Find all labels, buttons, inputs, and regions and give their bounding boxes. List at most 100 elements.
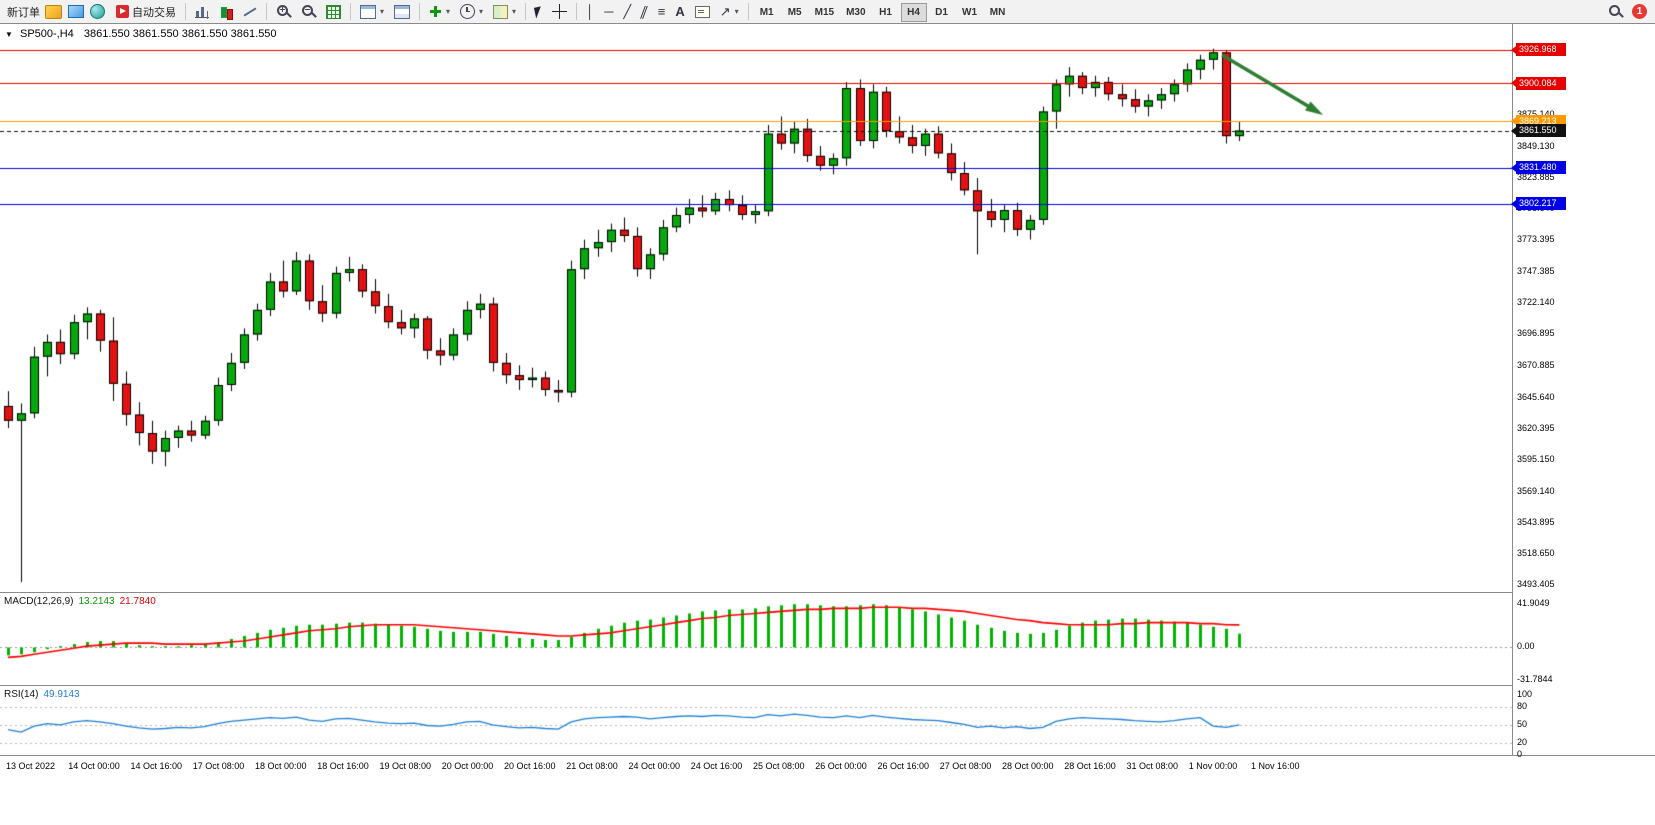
- crosshair-button[interactable]: [547, 1, 572, 22]
- timeframe-button-h1[interactable]: H1: [873, 3, 899, 22]
- cursor-icon: [533, 6, 544, 19]
- zoom-in-button[interactable]: [271, 1, 296, 22]
- separator: [350, 3, 351, 20]
- text-label-button[interactable]: [690, 1, 715, 22]
- time-axis-label: 21 Oct 08:00: [566, 761, 618, 771]
- time-axis-label: 24 Oct 16:00: [690, 761, 743, 771]
- new-chart-button[interactable]: ▾: [355, 1, 389, 22]
- toolbar: 新订单 自动交易 ▾ ▾: [0, 0, 1655, 24]
- zoom-out-button[interactable]: [296, 1, 321, 22]
- rsi-name: RSI(14): [4, 689, 39, 700]
- search-icon[interactable]: [1608, 4, 1624, 20]
- chart-profile-button[interactable]: [389, 1, 415, 22]
- time-axis-label: 31 Oct 08:00: [1126, 761, 1179, 771]
- add-indicator-button[interactable]: ▾: [424, 1, 455, 22]
- fibonacci-button[interactable]: ≡: [653, 1, 671, 22]
- trendline-button[interactable]: ╱: [618, 1, 636, 22]
- market-watch-icon[interactable]: [45, 4, 62, 19]
- separator: [747, 3, 749, 20]
- time-axis-label: 24 Oct 00:00: [628, 761, 681, 771]
- timeframe-button-m5[interactable]: M5: [782, 3, 808, 22]
- zoom-out-icon: [301, 4, 316, 19]
- badge-notch-icon: [1511, 163, 1516, 172]
- price-scale-label: 3875.140: [1517, 109, 1555, 119]
- template-button[interactable]: ▾: [488, 1, 521, 22]
- tile-windows-button[interactable]: [321, 1, 346, 22]
- template-icon: [493, 4, 509, 19]
- time-axis-label: 1 Nov 00:00: [1188, 761, 1238, 771]
- rsi-label: RSI(14) 49.9143: [4, 689, 80, 700]
- macd-main-value: 13.2143: [78, 596, 115, 607]
- price-scale-label: 3670.885: [1517, 360, 1555, 371]
- badge-notch-icon: [1511, 79, 1516, 88]
- chart-window: ▼ SP500-,H4 3861.550 3861.550 3861.550 3…: [0, 23, 1655, 825]
- time-axis-label: 13 Oct 2022: [6, 761, 56, 771]
- time-axis-label: 14 Oct 16:00: [130, 761, 183, 771]
- channel-button[interactable]: ∥: [636, 1, 653, 22]
- price-scale-label: 3696.895: [1517, 328, 1555, 339]
- rsi-scale-label: 80: [1517, 700, 1528, 711]
- price-chart-canvas[interactable]: [0, 24, 1512, 592]
- one-click-trading-expander[interactable]: ▼: [5, 30, 13, 39]
- autotrading-label: 自动交易: [132, 6, 176, 19]
- chevron-down-icon: ▾: [734, 7, 739, 16]
- community-globe-icon[interactable]: [90, 4, 105, 19]
- price-scale[interactable]: 3875.1403849.1303823.8853798.6403773.395…: [1511, 24, 1655, 759]
- macd-label: MACD(12,26,9) 13.2143 21.7840: [4, 596, 156, 607]
- line-chart-button[interactable]: [238, 1, 262, 22]
- bar-chart-button[interactable]: [190, 1, 214, 22]
- candlestick-chart-button[interactable]: [214, 1, 238, 22]
- timeframe-button-m30[interactable]: M30: [841, 3, 870, 22]
- rsi-value: 49.9143: [43, 689, 80, 700]
- price-scale-label: 3722.140: [1517, 297, 1555, 308]
- shapes-button[interactable]: ↗ ▾: [715, 1, 744, 22]
- macd-scale-label: -31.7844: [1517, 673, 1553, 684]
- macd-canvas[interactable]: [0, 593, 1512, 685]
- new-order-label: 新订单: [7, 6, 40, 19]
- macd-scale-label: 0.00: [1517, 641, 1535, 652]
- macd-pane[interactable]: MACD(12,26,9) 13.2143 21.7840: [0, 592, 1512, 685]
- timeframe-button-m15[interactable]: M15: [810, 3, 839, 22]
- time-axis[interactable]: 13 Oct 2022 14 Oct 00:00 14 Oct 16:00 17 Oc…: [0, 755, 1655, 825]
- data-window-icon[interactable]: [68, 5, 84, 18]
- price-scale-label: 3823.885: [1517, 171, 1555, 182]
- vertical-line-button[interactable]: │: [581, 1, 599, 22]
- price-scale-label: 3595.150: [1517, 453, 1555, 464]
- horizontal-line-button[interactable]: ─: [599, 1, 618, 22]
- channel-icon: ∥: [638, 4, 651, 19]
- timeframe-button-d1[interactable]: D1: [929, 3, 955, 22]
- timeframe-button-m1[interactable]: M1: [754, 3, 780, 22]
- rsi-canvas[interactable]: [0, 686, 1512, 756]
- clock-icon: [460, 4, 476, 19]
- period-selector-button[interactable]: ▾: [455, 1, 488, 22]
- separator: [266, 3, 267, 20]
- price-scale-label: 3518.650: [1517, 548, 1555, 558]
- trendline-icon: ╱: [623, 4, 632, 19]
- separator: [185, 3, 186, 20]
- time-axis-label: 25 Oct 08:00: [753, 761, 805, 771]
- timeframe-button-w1[interactable]: W1: [957, 3, 983, 22]
- time-axis-label: 18 Oct 16:00: [317, 761, 369, 771]
- new-order-button[interactable]: 新订单: [2, 1, 45, 22]
- price-scale-label: 3645.640: [1517, 391, 1555, 402]
- badge-notch-icon: [1511, 199, 1516, 208]
- time-axis-label: 28 Oct 16:00: [1064, 761, 1116, 771]
- price-scale-label: 3493.405: [1517, 579, 1555, 590]
- vertical-line-icon: │: [586, 4, 595, 19]
- text-tool-button[interactable]: A: [670, 1, 689, 22]
- timeframe-button-mn[interactable]: MN: [985, 3, 1011, 22]
- price-chart-pane[interactable]: ▼ SP500-,H4 3861.550 3861.550 3861.550 3…: [0, 24, 1512, 592]
- text-label-icon: [694, 5, 710, 18]
- crosshair-icon: [552, 4, 568, 19]
- macd-signal-value: 21.7840: [119, 596, 156, 607]
- timeframe-button-h4[interactable]: H4: [900, 2, 927, 22]
- cursor-button[interactable]: [530, 1, 547, 22]
- autotrading-button[interactable]: 自动交易: [111, 1, 181, 22]
- time-axis-label: 28 Oct 00:00: [1002, 761, 1054, 771]
- price-scale-label: 3747.385: [1517, 266, 1555, 277]
- rsi-pane[interactable]: RSI(14) 49.9143: [0, 685, 1512, 756]
- horizontal-line-icon: ─: [604, 4, 614, 19]
- notification-badge[interactable]: 1: [1632, 4, 1647, 19]
- time-axis-label: 17 Oct 08:00: [192, 761, 245, 771]
